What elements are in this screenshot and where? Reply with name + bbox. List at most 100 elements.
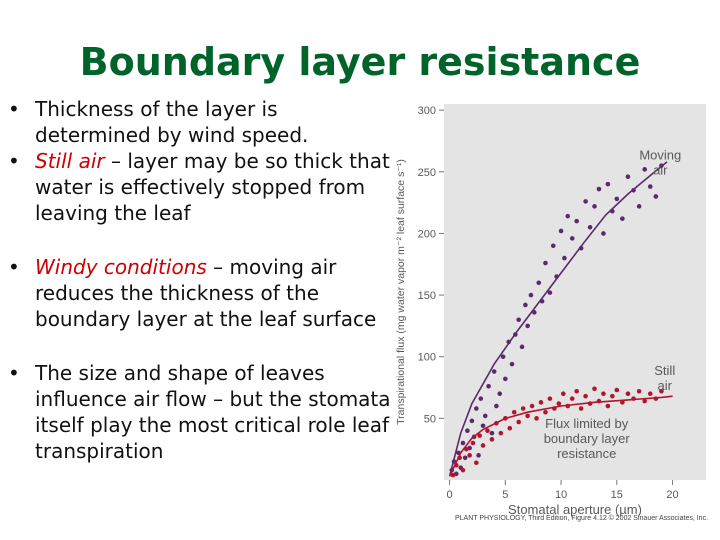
still-air-point <box>587 401 593 406</box>
moving-air-point <box>482 413 488 419</box>
moving-air-point <box>519 344 525 350</box>
x-tick-label: 15 <box>611 489 623 501</box>
moving-air-point <box>489 430 495 436</box>
still-air-point <box>511 409 517 415</box>
still-air-point <box>552 406 557 411</box>
still-air-point <box>583 393 588 399</box>
bullet-dot: • <box>8 97 20 121</box>
y-tick-label: 150 <box>418 290 436 302</box>
still-air-point <box>592 386 597 392</box>
still-air-point <box>480 443 486 448</box>
moving-air-point <box>451 459 457 464</box>
moving-air-point <box>596 186 602 192</box>
still-air-point <box>605 403 611 409</box>
moving-air-point <box>494 403 499 409</box>
y-tick-label: 300 <box>418 105 436 117</box>
x-tick-label: 0 <box>447 489 453 501</box>
moving-air-point <box>486 384 491 389</box>
annotation-text: Flux limited by <box>545 416 629 431</box>
moving-air-point <box>587 224 593 230</box>
moving-air-point <box>503 376 508 382</box>
still-air-point <box>503 416 508 421</box>
moving-air-point <box>565 213 571 219</box>
moving-air-point <box>605 181 611 187</box>
still-air-point <box>494 420 499 426</box>
moving-air-point <box>500 354 506 360</box>
moving-air-point <box>574 218 579 224</box>
moving-air-point <box>578 245 584 251</box>
still-air-point <box>565 403 571 409</box>
still-air-point <box>485 428 490 433</box>
annotation-text: air <box>653 162 668 177</box>
x-tick-label: 5 <box>502 489 508 501</box>
moving-air-point <box>513 332 518 337</box>
moving-air-point <box>554 274 559 279</box>
moving-air-point <box>528 292 534 298</box>
figure-caption: PLANT PHYSIOLOGY, Third Edition, Figure … <box>455 515 709 522</box>
still-air-point <box>636 388 642 394</box>
still-air-point <box>556 401 562 406</box>
y-tick-label: 200 <box>418 228 436 240</box>
moving-air-point <box>601 231 606 236</box>
still-air-point <box>477 433 482 438</box>
moving-air-point <box>523 302 528 308</box>
moving-air-point <box>509 361 515 367</box>
still-air-point <box>653 396 659 401</box>
moving-air-point <box>620 216 625 221</box>
still-air-point <box>543 409 548 415</box>
still-air-point <box>460 467 466 473</box>
still-air-point <box>569 396 575 401</box>
bullet-dot: • <box>8 255 20 279</box>
still-air-point <box>525 413 530 419</box>
moving-air-point <box>614 196 620 202</box>
still-air-point <box>614 387 620 393</box>
annotation-text: Moving <box>639 147 681 162</box>
y-tick-label: 50 <box>424 413 436 425</box>
still-air-point <box>457 455 462 461</box>
moving-air-point <box>506 339 511 345</box>
moving-air-point <box>476 453 481 458</box>
moving-air-point <box>516 317 521 323</box>
still-air-point <box>620 400 625 405</box>
still-air-point <box>498 430 504 436</box>
bullet-item: • The size and shape of leaves influence … <box>8 360 393 464</box>
moving-air-point <box>610 208 615 214</box>
still-air-point <box>450 472 456 478</box>
moving-air-point <box>569 236 575 241</box>
moving-air-point <box>497 391 503 397</box>
moving-air-point <box>469 418 475 424</box>
still-air-point <box>547 396 553 401</box>
bullet-text: The size and shape of leaves influence a… <box>35 361 391 463</box>
moving-air-point <box>592 204 597 209</box>
still-air-point <box>474 460 479 466</box>
bullet-dot: • <box>8 149 20 173</box>
still-air-point <box>516 419 521 425</box>
still-air-point <box>578 406 584 411</box>
moving-air-point <box>539 298 545 304</box>
annotation-text: boundary layer <box>544 431 631 446</box>
moving-air-point <box>532 310 537 315</box>
still-air-point <box>574 388 579 394</box>
moving-air-point <box>536 280 542 286</box>
moving-air-point <box>525 323 530 329</box>
bullet-highlight: Windy conditions <box>35 255 207 279</box>
bullet-text: Thickness of the layer is determined by … <box>35 97 309 147</box>
still-air-point <box>529 403 535 409</box>
moving-air-point <box>550 243 556 249</box>
bullet-item: • Still air – layer may be so thick that … <box>8 148 393 226</box>
still-air-point <box>467 453 472 458</box>
still-air-point <box>560 391 566 397</box>
x-tick-label: 10 <box>555 489 567 501</box>
bullet-highlight: Still air <box>35 149 105 173</box>
still-air-point <box>463 446 469 452</box>
moving-air-point <box>647 184 653 189</box>
moving-air-point <box>465 428 470 433</box>
annotation-text: air <box>658 378 673 393</box>
still-air-point <box>520 406 526 411</box>
still-air-point <box>538 400 544 405</box>
still-air-fit-line <box>448 395 673 477</box>
bullet-item: • Thickness of the layer is determined by… <box>8 96 393 148</box>
bullet-item: • Windy conditions – moving air reduces t… <box>8 254 393 332</box>
moving-air-point <box>491 369 497 374</box>
slide-title: Boundary layer resistance <box>79 40 641 84</box>
